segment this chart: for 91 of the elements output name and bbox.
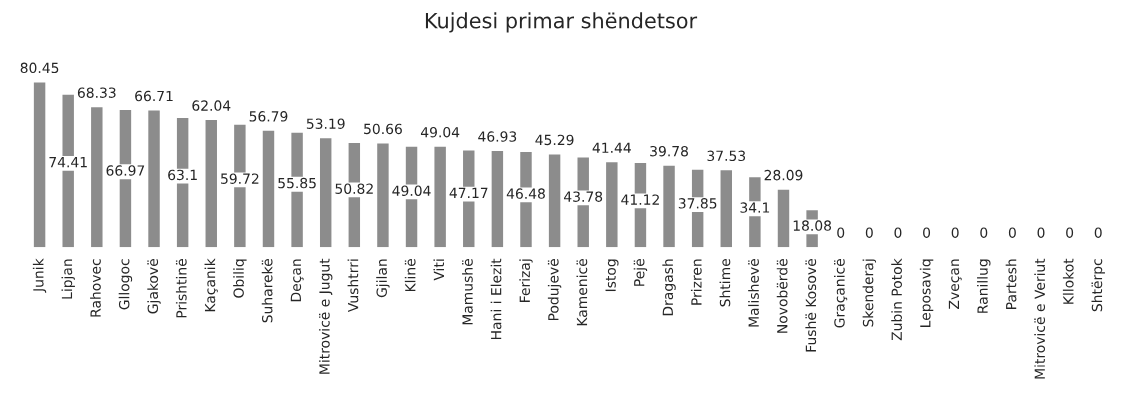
data-label: 0 (951, 227, 959, 238)
bar (434, 146, 446, 248)
x-tick-label: Graçanicë (834, 259, 848, 328)
x-tick-label: Vushtrri (347, 259, 359, 313)
x-tick-label: Shtime (719, 259, 731, 307)
x-tick-label: Obiliq (233, 259, 247, 298)
x-tick-label: Mitrovicë e Veriut (1034, 258, 1046, 379)
x-tick-label: Shtërpc (1091, 259, 1105, 312)
x-tick-label: Prizren (690, 259, 702, 305)
x-tick-label: Lipjan (61, 259, 75, 299)
data-label: 0 (894, 227, 902, 238)
data-label: 0 (923, 227, 931, 238)
x-tick-label: Junik (32, 258, 47, 293)
x-tick-label: Podujevë (547, 259, 562, 321)
data-label: 59.72 (221, 173, 259, 184)
data-label: 50.66 (364, 123, 402, 135)
data-label: 43.78 (564, 191, 603, 202)
bar (91, 107, 103, 248)
data-label: 80.45 (20, 62, 59, 74)
bar (720, 170, 732, 248)
x-tick-label: Mamushë (462, 259, 473, 325)
chart-title: Kujdesi primar shëndetsor (425, 12, 698, 33)
data-label: 68.33 (77, 87, 116, 98)
bar (491, 151, 504, 248)
x-tick-label: Ranillug (977, 259, 991, 313)
bar (606, 162, 618, 248)
data-label: 50.82 (335, 183, 373, 194)
x-tick-label: Istog (605, 259, 619, 292)
data-label: 56.79 (249, 111, 288, 122)
x-tick-label: Kaçanik (204, 258, 218, 312)
data-label: 46.48 (506, 188, 545, 199)
x-tick-label: Fushë Kosovë (805, 259, 817, 352)
data-label: 0 (1008, 227, 1016, 238)
x-tick-label: Kllokot (1062, 258, 1074, 304)
x-tick-label: Leposaviq (919, 259, 934, 327)
data-label: 18.08 (793, 220, 832, 231)
x-tick-label: Skenderaj (862, 259, 877, 327)
x-tick-label: Malishevë (748, 259, 759, 327)
data-label: 0 (865, 227, 873, 238)
data-label: 41.44 (592, 142, 631, 153)
x-tick-label: Pejë (633, 259, 648, 286)
data-label: 74.41 (49, 157, 87, 168)
data-label: 55.85 (278, 177, 316, 189)
data-label: 46.93 (478, 131, 517, 142)
bar (262, 130, 275, 248)
data-label: 28.09 (764, 169, 803, 181)
data-label: 39.78 (650, 145, 688, 157)
data-label: 37.53 (707, 150, 746, 162)
x-tick-label: Ferizaj (519, 259, 533, 302)
bar (548, 154, 561, 248)
data-label: 49.04 (420, 126, 460, 138)
x-tick-label: Dragash (662, 259, 676, 316)
data-label: 63.1 (168, 169, 197, 181)
data-label: 34.1 (740, 202, 770, 213)
data-label: 66.97 (106, 165, 145, 176)
x-tick-label: Gllogoc (118, 259, 133, 310)
data-label: 66.71 (135, 90, 173, 102)
data-label: 53.19 (306, 118, 345, 129)
bar (663, 165, 675, 248)
data-label: 49.04 (392, 185, 431, 196)
data-label: 47.17 (449, 187, 488, 198)
x-tick-label: Gjilan (376, 259, 390, 298)
data-label: 45.29 (535, 134, 574, 146)
x-tick-label: Kamenicë (576, 259, 588, 326)
bar (319, 138, 332, 248)
data-label: 37.85 (678, 198, 717, 209)
x-tick-label: Rahovec (90, 259, 101, 317)
data-label: 0 (980, 227, 988, 238)
x-tick-label: Mitrovicë e Jugut (318, 258, 333, 374)
x-tick-label: Gjakovë (147, 259, 161, 314)
bar (205, 120, 217, 248)
data-label: 0 (837, 227, 845, 238)
x-tick-label: Partesh (1005, 259, 1017, 309)
x-tick-label: Klinë (404, 259, 416, 292)
x-tick-label: Novobërdë (776, 259, 788, 333)
bar (777, 189, 790, 248)
data-label: 0 (1094, 227, 1102, 238)
x-tick-label: Viti (433, 259, 444, 281)
x-tick-label: Suharekë (261, 259, 273, 323)
bar (33, 82, 46, 248)
x-tick-label: Deçan (290, 259, 304, 302)
x-tick-label: Prishtinë (175, 259, 187, 318)
data-label: 62.04 (192, 100, 231, 111)
data-label: 0 (1037, 227, 1045, 238)
data-label: 0 (1066, 227, 1074, 238)
bar (148, 110, 160, 248)
x-tick-label: Hani i Elezit (490, 258, 502, 340)
x-tick-label: Zveçan (948, 259, 962, 309)
data-label: 41.12 (621, 194, 659, 205)
x-tick-label: Zubin Potok (891, 258, 902, 341)
bar (377, 143, 389, 248)
